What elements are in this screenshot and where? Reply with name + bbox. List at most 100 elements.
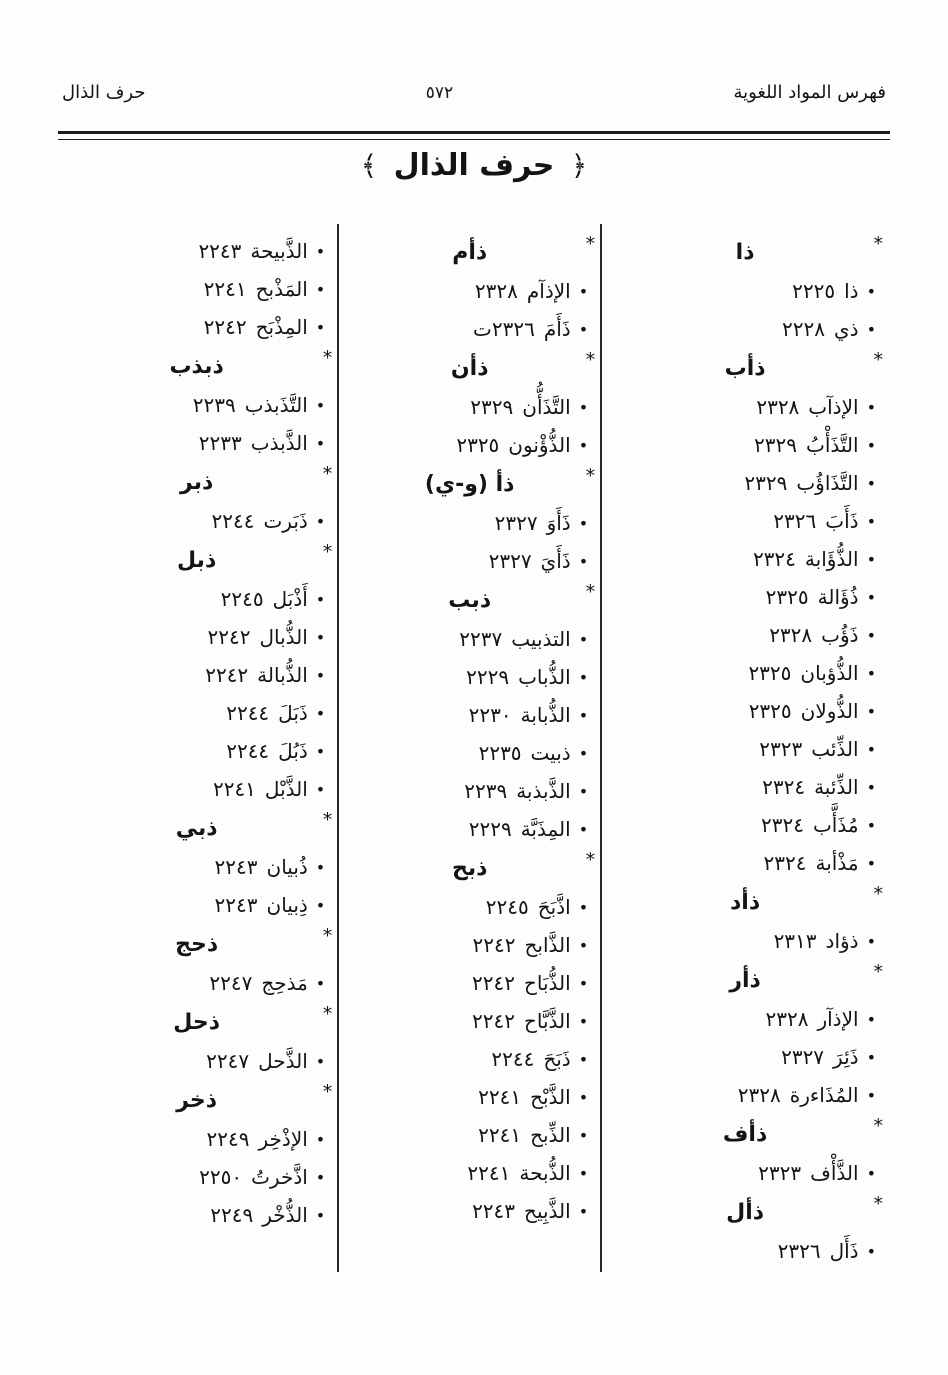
entry-bullet-icon: •: [866, 1009, 876, 1029]
index-entry: • أَذْبَل ٢٢٤٥: [56, 580, 337, 618]
index-columns: * ذا • ذا ٢٢٢٥ • ذي ٢٢٢٨ * ذأب • الإذآب ٢٣٢٨ • التَّذَ…: [56, 224, 888, 1272]
entry-bullet-icon: •: [866, 1085, 876, 1105]
entry-bullet-icon: •: [315, 1205, 326, 1225]
entry-page-number: ٢٢٢٥: [792, 279, 836, 303]
index-entry: • المِذَبَّة ٢٢٢٩: [339, 810, 600, 848]
entry-word: المَذْبح: [255, 277, 308, 301]
entry-word: التَّذَأْبُ: [805, 433, 859, 457]
entry-word: الذَّابح: [524, 933, 571, 957]
entry-bullet-icon: •: [315, 1129, 326, 1149]
index-entry: • التَّذَأُّن ٢٣٢٩: [339, 388, 600, 426]
index-column: • الذَّبيحة ٢٢٤٣ • المَذْبح ٢٢٤١ • المِذْبَح ٢٢٤…: [56, 224, 337, 1272]
entry-bullet-icon: •: [866, 931, 876, 951]
entry-word: التذبيب: [511, 627, 571, 651]
entry-page-number: ٢٣١٣: [773, 929, 817, 953]
entry-bullet-icon: •: [866, 587, 876, 607]
index-entry: • الإذْخِر ٢٢٤٩: [56, 1120, 337, 1158]
entry-word: الذَّبذب: [250, 431, 308, 455]
index-entry: • الإذآر ٢٣٢٨: [602, 1000, 888, 1038]
entry-page-number: ٢٣٢٧: [494, 511, 538, 535]
entry-word: اذَّخرتُ: [251, 1165, 308, 1189]
entry-page-number: ٢٢٥٠: [199, 1165, 243, 1189]
index-entry: • الإذآب ٢٣٢٨: [602, 388, 888, 426]
header-page-number: ٥٧٢: [425, 83, 454, 103]
entry-word: الإذآب: [808, 395, 859, 419]
entry-bullet-icon: •: [578, 435, 589, 455]
root-header: * ذأد: [602, 882, 888, 922]
entry-bullet-icon: •: [315, 665, 326, 685]
entry-word: ذَؤُب: [821, 623, 859, 647]
entry-word: ذبيت: [530, 741, 571, 765]
index-entry: • الذُّؤَابة ٢٣٢٤: [602, 540, 888, 578]
entry-word: الذُّبال: [259, 625, 308, 649]
entry-bullet-icon: •: [578, 1049, 589, 1069]
index-entry: • الذَّبَّاح ٢٢٤٢: [339, 1002, 600, 1040]
root-asterisk: *: [873, 961, 884, 983]
index-entry: • ذِبيان ٢٢٤٣: [56, 886, 337, 924]
root-label: ذبح: [451, 855, 488, 881]
entry-word: الذَّأْف: [810, 1161, 859, 1185]
entry-bullet-icon: •: [578, 1125, 589, 1145]
root-label: ذأم: [452, 239, 488, 265]
root-label: ذبر: [180, 469, 214, 495]
entry-word: الذَّحل: [258, 1049, 308, 1073]
index-entry: • الذُّبَاح ٢٢٤٢: [339, 964, 600, 1002]
entry-word: الذَّبْح: [530, 1085, 571, 1109]
root-asterisk: *: [322, 463, 333, 485]
entry-word: ذَأَمَ: [543, 317, 571, 341]
ornament-open-icon: ﴿: [570, 149, 588, 182]
entry-word: الذَّبْل: [264, 777, 308, 801]
entry-page-number: ٢٢٤١: [478, 1123, 522, 1147]
entry-bullet-icon: •: [578, 1087, 589, 1107]
entry-word: مَذْأبة: [815, 851, 859, 875]
entry-page-number: ٢٢٣٥: [478, 741, 522, 765]
entry-word: التَّذَأُّن: [522, 395, 571, 419]
entry-word: أَذْبَل: [272, 587, 308, 611]
index-entry: • التَّذَأْبُ ٢٣٢٩: [602, 426, 888, 464]
entry-page-number: ٢٣٢٣: [759, 737, 803, 761]
index-entry: • ذبيت ٢٢٣٥: [339, 734, 600, 772]
entry-page-number: ٢٢٢٩: [466, 665, 510, 689]
header-chapter-title: حرف الذال: [62, 82, 146, 103]
entry-bullet-icon: •: [578, 1201, 589, 1221]
root-label: ذأ (و-ي): [424, 471, 515, 497]
entry-word: ذَأَبَ: [825, 509, 859, 533]
index-entry: • ذَأَمَ ٢٣٢٦ت: [339, 310, 600, 348]
section-title-text: حرف الذال: [393, 148, 555, 183]
entry-page-number: ٢٢٤٢: [205, 663, 249, 687]
entry-word: ذي: [834, 317, 859, 341]
entry-bullet-icon: •: [315, 627, 326, 647]
root-asterisk: *: [322, 347, 333, 369]
entry-bullet-icon: •: [866, 739, 876, 759]
root-asterisk: *: [322, 809, 333, 831]
entry-word: الذُّخْر: [262, 1203, 308, 1227]
entry-page-number: ٢٢٤٣: [198, 239, 242, 263]
entry-word: التَّذَبذب: [244, 393, 308, 417]
index-entry: • ذؤاد ٢٣١٣: [602, 922, 888, 960]
index-entry: • الذَّبْل ٢٢٤١: [56, 770, 337, 808]
entry-bullet-icon: •: [866, 1047, 876, 1067]
page-header: فهرس المواد اللغوية ٥٧٢ حرف الذال: [62, 82, 886, 103]
root-label: ذحج: [175, 931, 219, 957]
index-entry: • ذَبَرت ٢٢٤٤: [56, 502, 337, 540]
index-entry: • اذَّبَحَ ٢٢٤٥: [339, 888, 600, 926]
entry-page-number: ٢٢٤٤: [211, 509, 255, 533]
entry-bullet-icon: •: [866, 777, 876, 797]
index-entry: • ذَبُلَ ٢٢٤٤: [56, 732, 337, 770]
entry-page-number: ٢٢٣٣: [198, 431, 242, 455]
root-header: * ذا: [602, 232, 888, 272]
entry-word: المُذَاءرة: [789, 1083, 859, 1107]
root-header: * ذأم: [339, 232, 600, 272]
entry-word: الذُّبحة: [519, 1161, 571, 1185]
entry-bullet-icon: •: [866, 473, 876, 493]
entry-page-number: ٢٣٢٩: [754, 433, 797, 457]
root-asterisk: *: [585, 233, 596, 255]
entry-page-number: ٢٢٤٩: [206, 1127, 250, 1151]
entry-word: ذَبَحَ: [543, 1047, 571, 1071]
entry-word: الذَّبَّاح: [523, 1009, 571, 1033]
root-asterisk: *: [585, 465, 596, 487]
root-asterisk: *: [322, 925, 333, 947]
entry-bullet-icon: •: [866, 701, 876, 721]
root-header: * ذبذب: [56, 346, 337, 386]
entry-bullet-icon: •: [866, 281, 876, 301]
